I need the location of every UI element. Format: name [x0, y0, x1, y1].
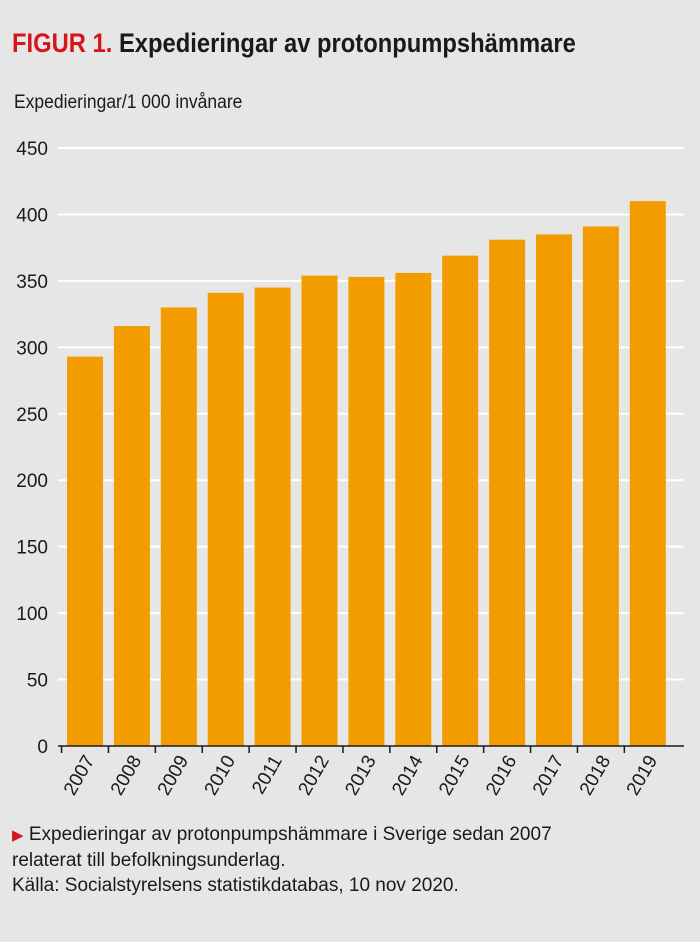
- bar: [489, 239, 526, 746]
- caption-line1: Expedieringar av protonpumpshämmare i Sv…: [28, 824, 552, 845]
- x-tick-label: 2011: [248, 752, 287, 798]
- x-tick-label: 2016: [482, 752, 521, 799]
- bar: [67, 356, 103, 746]
- caption: ▶ Expedieringar av protonpumpshämmare i …: [12, 822, 552, 898]
- y-tick-label: 450: [16, 139, 48, 160]
- x-tick-label: 2010: [201, 752, 240, 799]
- figure-number: FIGUR 1.: [12, 28, 113, 58]
- x-tick-label: 2015: [435, 752, 474, 799]
- y-tick-label: 200: [16, 471, 48, 492]
- x-tick-label: 2019: [623, 752, 662, 799]
- bar: [442, 255, 479, 746]
- y-tick-label: 100: [16, 604, 48, 625]
- y-tick-label: 250: [16, 405, 48, 426]
- x-tick-label: 2008: [107, 752, 146, 799]
- y-tick-label: 0: [37, 737, 48, 758]
- y-tick-label: 50: [27, 671, 48, 692]
- y-tick-label: 350: [16, 272, 48, 293]
- y-tick-label: 150: [16, 538, 48, 559]
- title-text: Expedieringar av protonpumpshämmare: [118, 28, 576, 58]
- bar: [536, 234, 572, 746]
- bar: [207, 292, 244, 746]
- y-tick-label: 300: [16, 338, 48, 359]
- x-tick-label: 2009: [154, 752, 193, 799]
- caption-source: Källa: Socialstyrelsens statistikdatabas…: [12, 875, 459, 896]
- caption-line2: relaterat till befolkningsunderlag.: [12, 850, 286, 871]
- x-tick-label: 2017: [529, 752, 568, 799]
- bar: [160, 307, 197, 746]
- bar: [254, 287, 291, 746]
- bar: [629, 201, 666, 747]
- bar: [582, 226, 619, 747]
- bar: [395, 272, 432, 746]
- y-axis-label: Expedieringar/1 000 invånare: [14, 92, 243, 113]
- bar: [113, 326, 150, 746]
- x-tick-label: 2018: [576, 752, 615, 799]
- y-tick-label: 400: [16, 205, 48, 226]
- x-tick-label: 2012: [295, 752, 334, 799]
- x-tick-label: 2007: [60, 752, 99, 799]
- x-tick-label: 2014: [388, 752, 428, 799]
- chart-title: FIGUR 1. Expedieringar av protonpumpshäm…: [12, 28, 576, 59]
- x-tick-label: 2013: [341, 752, 380, 799]
- bar: [301, 275, 338, 746]
- bar: [348, 276, 385, 746]
- triangle-bullet-icon: ▶: [12, 827, 24, 844]
